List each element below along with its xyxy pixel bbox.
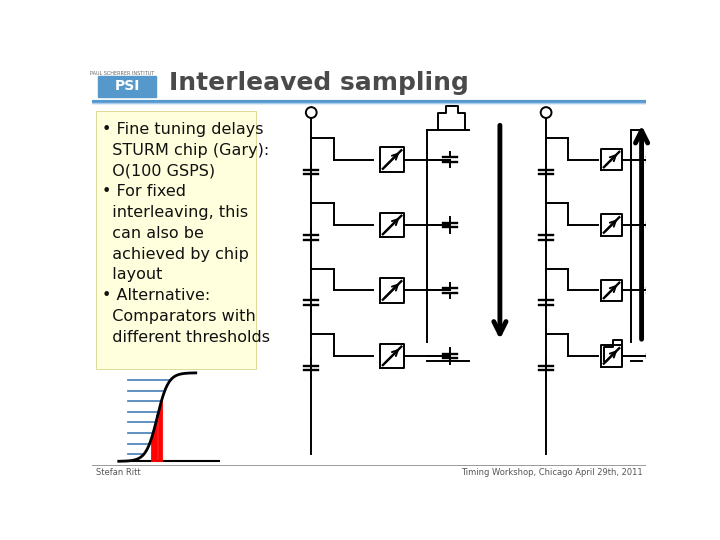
Text: • Alternative:: • Alternative: — [102, 288, 210, 303]
Text: STURM chip (Gary):: STURM chip (Gary): — [102, 143, 269, 158]
Text: different thresholds: different thresholds — [102, 330, 270, 345]
Text: interleaving, this: interleaving, this — [102, 205, 248, 220]
Bar — [96, 111, 256, 369]
Text: • For fixed: • For fixed — [102, 184, 186, 199]
Text: Interleaved sampling: Interleaved sampling — [168, 71, 469, 95]
Text: Comparators with: Comparators with — [102, 309, 256, 324]
Text: achieved by chip: achieved by chip — [102, 247, 248, 261]
Text: can also be: can also be — [102, 226, 204, 241]
Text: • Fine tuning delays: • Fine tuning delays — [102, 122, 264, 137]
Text: PSI: PSI — [114, 79, 140, 93]
Bar — [92, 65, 647, 102]
Text: Stefan Ritt: Stefan Ritt — [96, 468, 140, 477]
Text: PAUL SCHERRER INSTITUT: PAUL SCHERRER INSTITUT — [90, 71, 154, 76]
Text: O(100 GSPS): O(100 GSPS) — [102, 164, 215, 178]
Text: layout: layout — [102, 267, 162, 282]
Bar — [98, 76, 156, 97]
Text: Timing Workshop, Chicago April 29th, 2011: Timing Workshop, Chicago April 29th, 201… — [461, 468, 642, 477]
